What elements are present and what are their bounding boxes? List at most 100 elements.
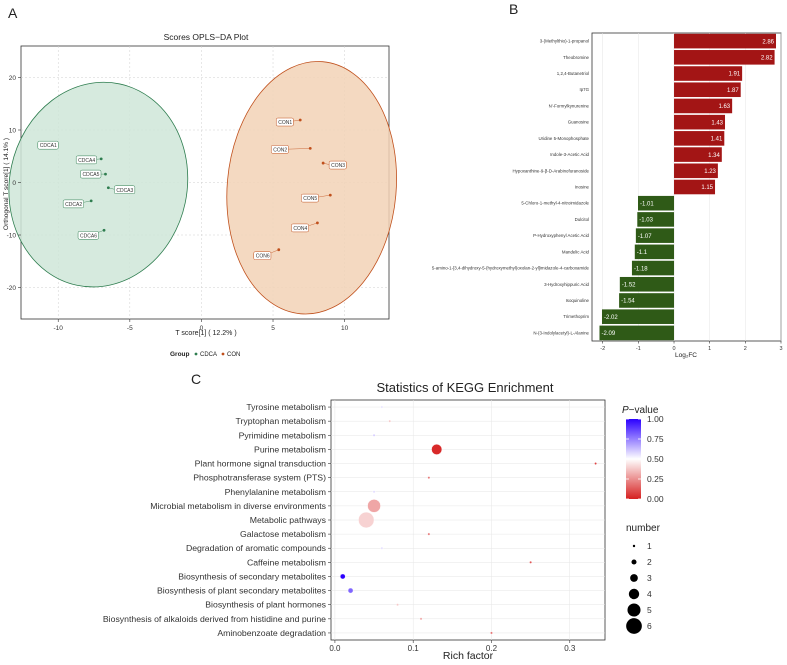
- ellipse-con: [226, 61, 397, 315]
- number-legend-label: 6: [647, 621, 652, 631]
- opls-point-con3: [321, 161, 325, 165]
- kegg-bubble: [419, 617, 423, 621]
- opls-x-tick-label: -10: [54, 325, 64, 332]
- log2fc-category-label: Hypoxanthine-9-β-D-Arabinofuranoside: [513, 168, 590, 173]
- log2fc-x-tick-label: 2: [744, 346, 747, 352]
- log2fc-panel: 2.86 3-(Methylthio)-1-propanol 2.82 Theobro…: [432, 32, 783, 359]
- log2fc-category-label: P-Hydroxyphenyl Acetic Acid: [533, 233, 589, 238]
- log2fc-bar: [631, 260, 675, 276]
- number-legend-marker: [631, 559, 637, 565]
- kegg-pathway-label: Biosynthesis of plant secondary metaboli…: [157, 586, 327, 596]
- log2fc-axes: -2 -1 0 1 2 3: [600, 341, 783, 352]
- point-label-box: [37, 140, 59, 150]
- ellipse-cdca: [8, 81, 189, 288]
- opls-legend: Group CDCA CON: [170, 351, 240, 358]
- kegg-pathway-label: Degradation of aromatic compounds: [186, 543, 327, 553]
- log2fc-value-label: 1.91: [728, 72, 740, 78]
- log2fc-value-label: 2.82: [761, 56, 773, 62]
- opls-point-con4: [316, 221, 319, 225]
- opls-da-panel: Scores OPLS−DA Plot CDCA1CDCA4CDCA5CDCA3…: [3, 32, 397, 358]
- kegg-pathway-label: Caffeine metabolism: [247, 557, 326, 567]
- pvalue-legend-title: P−value: [622, 405, 659, 416]
- log2fc-bar: [637, 212, 675, 227]
- kegg-pathway-label: Biosynthesis of plant hormones: [205, 600, 326, 610]
- opls-point-label: CDCA5: [82, 172, 99, 178]
- log2fc-category-label: 1,2,4-Butanetriol: [557, 71, 589, 76]
- kegg-bubble: [380, 546, 384, 550]
- log2fc-value-label: 1.41: [711, 137, 723, 143]
- opls-point-label: CDCA1: [40, 143, 57, 149]
- opls-point-cdca2: [89, 199, 93, 203]
- opls-point-con2: [308, 146, 312, 150]
- panel-label-c: C: [191, 371, 201, 387]
- kegg-pathway-label: Galactose metabolism: [240, 529, 326, 539]
- kegg-x-tick-label: 0.3: [564, 644, 576, 653]
- log2fc-value-label: 2.86: [762, 39, 774, 45]
- legend-con-marker: [221, 352, 225, 356]
- opls-x-tick-label: -5: [127, 325, 133, 332]
- opls-points: CDCA1 CDCA4 CDCA5 CDCA3 CDCA2 CDCA6 CON1 CON2 CO…: [37, 117, 347, 260]
- kegg-bubbles: [340, 405, 598, 635]
- log2fc-category-label: Trimethoprim: [563, 314, 589, 319]
- opls-x-label: T score[1] ( 12.2% ): [175, 330, 236, 337]
- opls-point-con5: [328, 193, 332, 197]
- log2fc-category-label: 3-(Methylthio)-1-propanol: [540, 39, 589, 44]
- colorbar-tick-label: 0.50: [647, 454, 664, 464]
- kegg-bubble: [380, 405, 384, 409]
- log2fc-bar: [601, 309, 675, 324]
- log2fc-x-tick-label: -1: [636, 346, 641, 352]
- point-label-box: [75, 155, 97, 165]
- point-label-box: [301, 193, 319, 203]
- kegg-pathway-label: Biosynthesis of secondary metabolites: [178, 571, 326, 581]
- opls-point-label: CDCA2: [65, 202, 82, 208]
- kegg-bubble: [529, 560, 533, 564]
- log2fc-category-label: Theobromine: [563, 55, 589, 60]
- opls-point-con1: [298, 118, 302, 122]
- opls-point-label: CDCA3: [116, 188, 133, 194]
- kegg-x-tick-label: 0.2: [486, 644, 498, 653]
- opls-point-label: CON4: [293, 226, 307, 232]
- number-legend-marker: [626, 618, 642, 634]
- pvalue-colorbar: [626, 419, 641, 499]
- colorbar-tick-label: 1.00: [647, 414, 664, 424]
- panel-label-b: B: [509, 1, 518, 17]
- log2fc-category-label: 3-Hydroxyhippuric Acid: [544, 282, 589, 287]
- kegg-bubble: [388, 419, 392, 423]
- opls-point-label: CON5: [303, 196, 317, 202]
- pvalue-colorbar-ticks: 1.00 0.75 0.50 0.25 0.00: [626, 414, 664, 504]
- number-legend-label: 2: [647, 557, 652, 567]
- number-legend-marker: [630, 574, 638, 582]
- kegg-panel: Statistics of KEGG Enrichment Tyrosine m…: [103, 380, 664, 662]
- log2fc-category-label: N-(3-Indolylacetyl)-L-Alanine: [533, 330, 589, 335]
- log2fc-value-label: -1.54: [621, 299, 635, 305]
- number-legend: number 1 2 3 4 5 6: [626, 523, 661, 634]
- log2fc-bar: [634, 244, 675, 260]
- opls-y-label: Orthogonal T score[1] ( 14.1% ): [3, 138, 10, 230]
- legend-con-label: CON: [227, 352, 240, 358]
- number-legend-marker: [632, 544, 636, 548]
- log2fc-bar: [619, 293, 675, 308]
- kegg-bubble: [427, 532, 431, 536]
- opls-y-tick-label: 20: [9, 75, 17, 82]
- point-label-box: [291, 223, 309, 233]
- log2fc-bar: [635, 228, 675, 243]
- log2fc-bar: [674, 98, 733, 114]
- opls-point-label: CON1: [278, 120, 292, 126]
- opls-point-cdca4: [99, 157, 103, 161]
- kegg-gridlines: [331, 400, 605, 640]
- log2fc-bar: [674, 50, 775, 65]
- kegg-pathway-label: Purine metabolism: [254, 444, 326, 454]
- log2fc-x-tick-label: 0: [672, 346, 675, 352]
- point-label-box: [77, 231, 99, 240]
- log2fc-bar: [619, 276, 675, 292]
- kegg-x-label: Rich factor: [443, 650, 494, 662]
- point-label-box: [253, 251, 272, 260]
- log2fc-x-tick-label: 3: [779, 346, 782, 352]
- log2fc-value-label: 1.63: [718, 104, 730, 110]
- kegg-bubble: [396, 603, 399, 607]
- number-legend-items: 1 2 3 4 5 6: [626, 541, 652, 634]
- log2fc-value-label: -1.03: [639, 218, 653, 224]
- log2fc-category-label: Uridine 5-Monophosphate: [538, 136, 589, 141]
- kegg-pathway-label: Plant hormone signal transduction: [195, 459, 327, 469]
